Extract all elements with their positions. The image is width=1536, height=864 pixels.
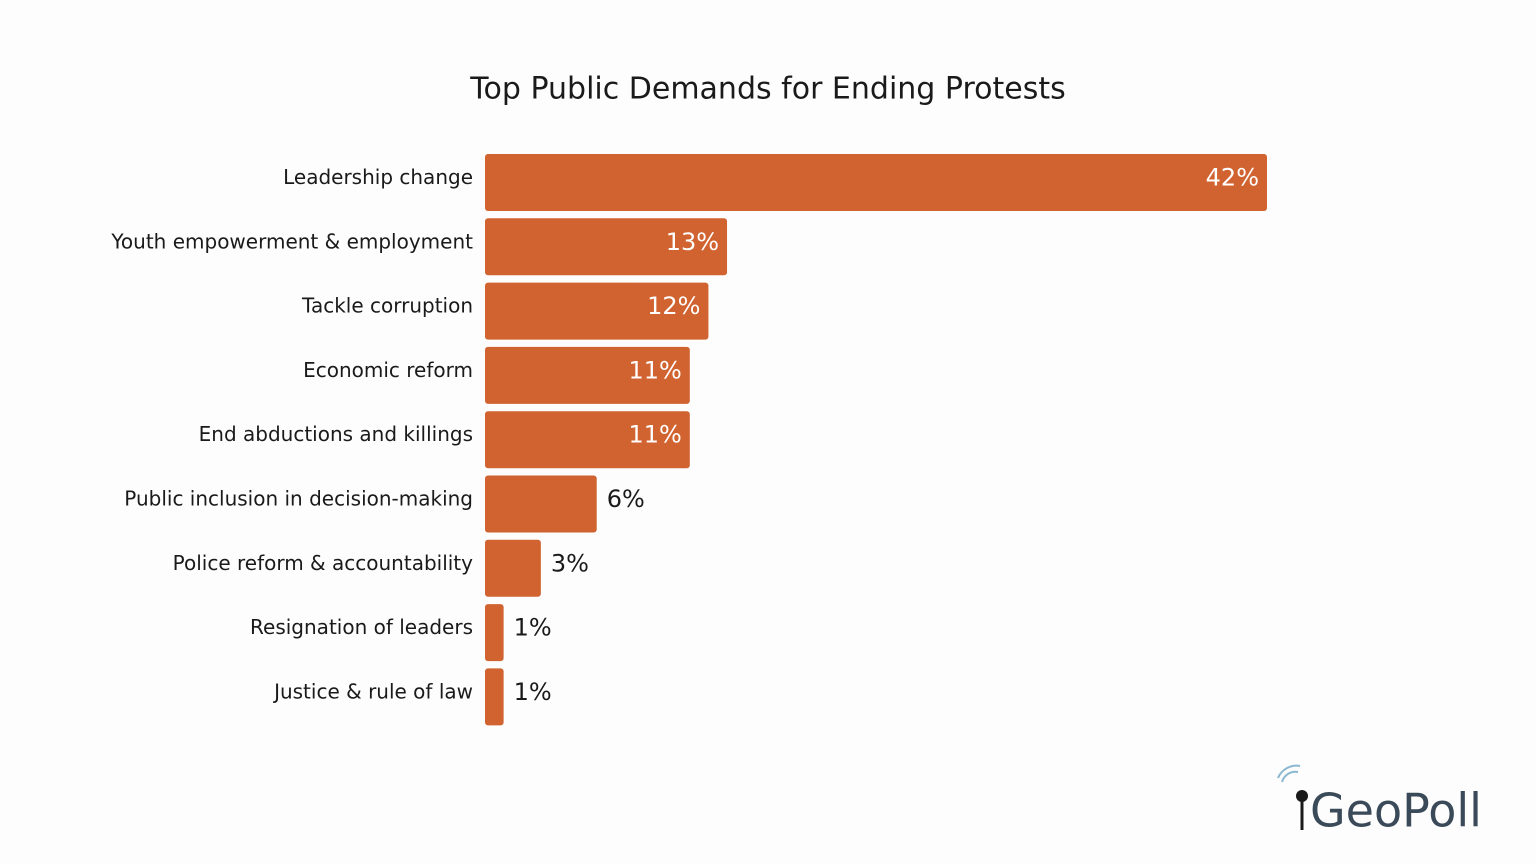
bar bbox=[485, 154, 1267, 211]
logo-pin bbox=[1296, 790, 1308, 802]
bar bbox=[485, 668, 504, 726]
brand-name: GeoPoll bbox=[1310, 784, 1482, 838]
category-label: End abductions and killings bbox=[199, 422, 473, 446]
category-label: Police reform & accountability bbox=[173, 551, 474, 575]
value-label: 12% bbox=[647, 292, 700, 320]
bar bbox=[485, 218, 728, 276]
value-label: 42% bbox=[1206, 164, 1259, 192]
value-label: 3% bbox=[551, 549, 589, 577]
value-label: 6% bbox=[607, 485, 645, 513]
category-label: Justice & rule of law bbox=[272, 679, 473, 703]
category-label: Economic reform bbox=[303, 358, 473, 382]
category-label: Tackle corruption bbox=[301, 294, 473, 318]
bar bbox=[485, 539, 541, 597]
category-label: Resignation of leaders bbox=[250, 615, 473, 639]
category-label: Youth empowerment & employment bbox=[110, 229, 473, 253]
value-label: 11% bbox=[628, 356, 681, 384]
bar bbox=[485, 282, 709, 340]
value-label: 11% bbox=[628, 421, 681, 449]
bar bbox=[485, 475, 597, 533]
value-label: 1% bbox=[514, 678, 552, 706]
bar bbox=[485, 411, 690, 469]
value-label: 1% bbox=[514, 614, 552, 642]
category-label: Leadership change bbox=[283, 165, 473, 189]
brand-logo: GeoPoll bbox=[1277, 764, 1482, 838]
value-label: 13% bbox=[666, 228, 719, 256]
chart-title: Top Public Demands for Ending Protests bbox=[469, 72, 1065, 107]
bar bbox=[485, 346, 690, 404]
bar bbox=[485, 604, 504, 662]
category-label: Public inclusion in decision-making bbox=[124, 487, 473, 511]
logo-signal bbox=[1277, 764, 1301, 783]
